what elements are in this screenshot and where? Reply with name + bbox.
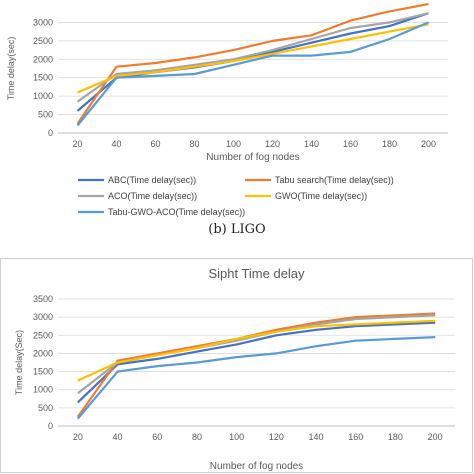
y-tick-label: 3500 xyxy=(33,294,53,304)
x-tick-label: 80 xyxy=(189,139,199,149)
y-tick-label: 2000 xyxy=(33,348,53,358)
y-tick-label: 3000 xyxy=(33,312,53,322)
legend-label: Tabu-GWO-ACO(Time delay(sec)) xyxy=(108,207,245,217)
legend-label: GWO(Time delay(sec)) xyxy=(275,191,367,201)
x-tick-label: 20 xyxy=(73,432,83,442)
legend-label: Tabu search(Time delay(sec)) xyxy=(275,175,394,185)
x-tick-label: 140 xyxy=(304,139,319,149)
x-tick-label: 100 xyxy=(226,139,241,149)
x-tick-label: 40 xyxy=(113,432,123,442)
series-line xyxy=(76,312,436,418)
legend-label: ABC(Time delay(sec)) xyxy=(108,175,196,185)
y-tick-label: 2500 xyxy=(33,330,53,340)
x-tick-label: 40 xyxy=(111,139,121,149)
y-tick-label: 1000 xyxy=(33,385,53,395)
x-tick-label: 60 xyxy=(150,139,160,149)
series-line xyxy=(76,336,436,420)
x-tick-label: 160 xyxy=(343,139,358,149)
y-tick-label: 2000 xyxy=(33,54,53,64)
y-tick-label: 1500 xyxy=(33,73,53,83)
y-tick-label: 500 xyxy=(38,403,53,413)
x-tick-label: 120 xyxy=(269,432,284,442)
y-tick-label: 0 xyxy=(48,421,53,431)
y-tick-label: 3000 xyxy=(33,17,53,27)
x-tick-label: 120 xyxy=(265,139,280,149)
y-tick-label: 1000 xyxy=(33,91,53,101)
x-tick-label: 140 xyxy=(309,432,324,442)
x-tick-label: 100 xyxy=(229,432,244,442)
x-tick-label: 180 xyxy=(382,139,397,149)
legend-label: ACO(Time delay(sec)) xyxy=(108,191,197,201)
series-line xyxy=(77,321,436,404)
y-tick-label: 1500 xyxy=(33,367,53,377)
ligo-time-delay-chart: 0 500 1000 1500 2000 2500 3000 20 40 60 80 100 120 14… xyxy=(6,2,448,217)
sipht-time-delay-chart: Sipht Time delay 0 500 1000 1500 2000 2500 3000… xyxy=(14,266,455,472)
x-axis-label: Number of fog nodes xyxy=(206,152,299,163)
x-tick-label: 180 xyxy=(388,432,403,442)
chart-title: Sipht Time delay xyxy=(208,266,305,281)
x-tick-label: 200 xyxy=(421,139,436,149)
y-tick-label: 500 xyxy=(38,110,53,120)
figure-caption: (b) LIGO xyxy=(208,222,266,237)
x-tick-label: 20 xyxy=(72,139,82,149)
x-tick-label: 80 xyxy=(192,432,202,442)
x-tick-label: 60 xyxy=(152,432,162,442)
series-line xyxy=(76,2,429,125)
y-axis-label: Time delay(sec) xyxy=(6,37,16,101)
x-axis-label: Number of fog nodes xyxy=(210,461,303,472)
x-tick-label: 160 xyxy=(348,432,363,442)
series-line xyxy=(77,319,436,382)
y-tick-label: 2500 xyxy=(33,36,53,46)
series-line xyxy=(77,23,429,94)
series-line xyxy=(76,21,429,127)
y-tick-label: 0 xyxy=(48,128,53,138)
series-line xyxy=(76,12,429,103)
y-axis-label: Time delay(Sec) xyxy=(14,330,24,395)
x-tick-label: 200 xyxy=(428,432,443,442)
